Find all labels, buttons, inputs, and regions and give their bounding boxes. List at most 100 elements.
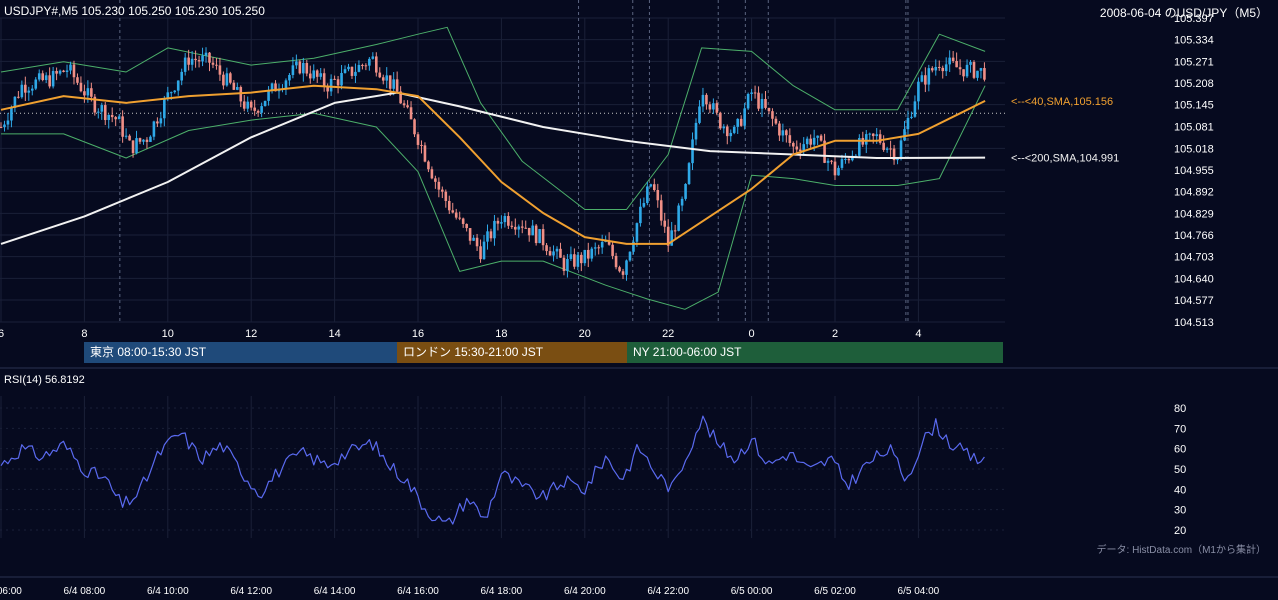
candle-body	[910, 117, 913, 118]
candle-body	[462, 218, 465, 223]
candle-body	[868, 134, 871, 135]
symbol-ohlc-label: USDJPY#,M5 105.230 105.250 105.230 105.2…	[4, 4, 265, 18]
price-x-tick-label: 14	[328, 328, 340, 340]
candle-body	[111, 115, 114, 117]
candle-body	[514, 227, 517, 230]
candle-body	[827, 161, 830, 163]
candle-body	[917, 82, 920, 102]
sma40-annotation: <--<40,SMA,105.156	[1011, 96, 1113, 108]
candle-body	[650, 184, 653, 186]
candle-body	[340, 73, 343, 85]
candle-body	[587, 250, 590, 259]
candle-body	[726, 126, 729, 136]
session-tokyo: 東京 08:00-15:30 JST	[84, 342, 397, 363]
candle-body	[886, 149, 889, 150]
candle-body	[434, 178, 437, 181]
rsi-tick-label: 70	[1174, 423, 1186, 435]
candle-body	[427, 162, 430, 170]
candle-body	[347, 67, 350, 69]
candle-body	[368, 59, 371, 66]
candle-body	[903, 129, 906, 140]
candle-body	[306, 63, 309, 74]
candle-body	[3, 125, 6, 128]
price-x-tick-label: 16	[412, 328, 424, 340]
candle-body	[69, 65, 72, 71]
candle-body	[969, 62, 972, 65]
candle-body	[163, 99, 166, 118]
candle-body	[114, 117, 117, 119]
candle-body	[226, 73, 229, 85]
candle-body	[490, 231, 493, 238]
candle-body	[201, 56, 204, 62]
candle-body	[705, 95, 708, 104]
candle-body	[733, 127, 736, 133]
candle-body	[62, 71, 65, 72]
candle-body	[896, 159, 899, 160]
candle-body	[809, 139, 812, 145]
rsi-tick-label: 30	[1174, 505, 1186, 517]
session-london-label: ロンドン 15:30-21:00 JST	[403, 345, 543, 359]
candle-body	[31, 89, 34, 91]
candle-body	[764, 99, 767, 108]
candle-body	[76, 77, 79, 83]
candle-body	[333, 79, 336, 80]
candle-body	[153, 121, 156, 136]
candle-body	[688, 163, 691, 184]
candle-body	[198, 60, 201, 61]
candle-body	[372, 56, 375, 58]
candle-body	[28, 91, 31, 93]
candle-body	[326, 87, 329, 92]
price-tick-label: 105.145	[1174, 100, 1214, 112]
candle-body	[465, 224, 468, 228]
candle-body	[205, 53, 208, 56]
candle-body	[573, 254, 576, 266]
candle-body	[295, 61, 298, 65]
candle-body	[73, 65, 76, 78]
candle-body	[358, 65, 361, 72]
price-tick-label: 104.513	[1174, 317, 1214, 329]
candle-body	[246, 102, 249, 109]
candle-body	[375, 56, 378, 72]
candle-body	[385, 75, 388, 80]
candle-body	[337, 79, 340, 85]
candle-body	[149, 137, 152, 142]
candle-body	[48, 75, 51, 86]
data-credit: データ: HistData.com（M1から集計）	[1097, 541, 1266, 556]
candle-body	[636, 223, 639, 242]
candle-body	[191, 59, 194, 65]
price-x-tick-label: 2	[832, 328, 838, 340]
candle-body	[83, 91, 86, 95]
candle-body	[789, 135, 792, 143]
candle-body	[806, 139, 809, 144]
candle-body	[441, 190, 444, 192]
candle-body	[378, 73, 381, 78]
candle-body	[316, 70, 319, 76]
candle-body	[365, 65, 368, 66]
sma200-annotation: <--<200,SMA,104.991	[1011, 153, 1119, 165]
candle-body	[747, 94, 750, 108]
candle-body	[966, 65, 969, 76]
candle-body	[417, 134, 420, 145]
candle-body	[820, 136, 823, 141]
candle-body	[740, 119, 743, 126]
candle-body	[771, 111, 774, 119]
candle-body	[104, 105, 107, 120]
candle-body	[962, 69, 965, 76]
rsi-label: RSI(14) 56.8192	[4, 374, 85, 386]
candle-body	[403, 103, 406, 105]
candle-body	[542, 229, 545, 245]
candle-body	[535, 226, 538, 243]
candle-body	[768, 108, 771, 111]
candle-body	[656, 190, 659, 200]
candle-body	[521, 226, 524, 227]
candle-body	[194, 59, 197, 60]
time-axis-label: 6/4 12:00	[230, 586, 272, 597]
candle-body	[517, 226, 520, 229]
candle-body	[757, 93, 760, 109]
candle-body	[841, 159, 844, 168]
candle-body	[264, 101, 267, 106]
candle-body	[128, 136, 131, 141]
candle-body	[219, 65, 222, 74]
price-tick-label: 104.829	[1174, 208, 1214, 220]
